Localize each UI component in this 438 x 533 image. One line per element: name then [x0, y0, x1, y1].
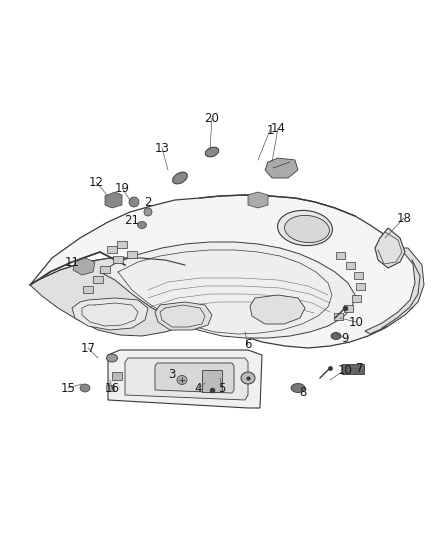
Text: 3: 3: [168, 368, 176, 382]
Text: 9: 9: [341, 332, 349, 344]
Ellipse shape: [291, 384, 305, 392]
Polygon shape: [30, 195, 422, 348]
Text: 7: 7: [356, 361, 364, 375]
Text: 21: 21: [124, 214, 139, 227]
Bar: [334, 313, 343, 320]
Text: 20: 20: [205, 111, 219, 125]
Text: 1: 1: [266, 124, 274, 136]
Polygon shape: [250, 295, 305, 324]
Polygon shape: [248, 192, 268, 208]
Ellipse shape: [285, 215, 329, 243]
Polygon shape: [100, 242, 355, 338]
Bar: [117, 241, 127, 248]
Polygon shape: [375, 228, 405, 268]
Polygon shape: [125, 358, 248, 400]
Text: 6: 6: [244, 338, 252, 351]
Bar: [356, 283, 365, 290]
Ellipse shape: [278, 211, 332, 246]
Ellipse shape: [331, 333, 341, 340]
Polygon shape: [72, 298, 148, 330]
Bar: [83, 286, 93, 293]
Text: 10: 10: [338, 364, 353, 376]
Bar: [107, 246, 117, 253]
Text: 12: 12: [88, 175, 103, 189]
Ellipse shape: [106, 354, 117, 362]
Polygon shape: [30, 258, 228, 336]
Text: 14: 14: [271, 122, 286, 134]
Polygon shape: [105, 192, 122, 208]
Polygon shape: [202, 370, 222, 392]
Bar: [106, 385, 114, 391]
Bar: [100, 266, 110, 273]
Text: 16: 16: [105, 382, 120, 394]
Bar: [354, 272, 363, 279]
Bar: [336, 252, 345, 259]
Text: 4: 4: [194, 382, 202, 394]
Polygon shape: [155, 302, 212, 330]
Text: 13: 13: [155, 141, 170, 155]
Ellipse shape: [205, 147, 219, 157]
Text: 11: 11: [64, 255, 80, 269]
Text: 18: 18: [396, 212, 411, 224]
Ellipse shape: [138, 222, 146, 229]
Polygon shape: [108, 350, 262, 408]
Bar: [113, 256, 123, 263]
Bar: [127, 251, 137, 258]
Bar: [93, 276, 103, 283]
Ellipse shape: [177, 376, 187, 384]
Polygon shape: [155, 363, 234, 393]
Ellipse shape: [129, 197, 139, 207]
Text: 17: 17: [81, 342, 95, 354]
Polygon shape: [265, 158, 298, 178]
Polygon shape: [365, 248, 424, 334]
Ellipse shape: [144, 208, 152, 216]
Text: 15: 15: [60, 382, 75, 394]
Text: 10: 10: [349, 316, 364, 328]
Ellipse shape: [241, 372, 255, 384]
Bar: [344, 305, 353, 312]
Bar: [352, 295, 361, 302]
Ellipse shape: [80, 384, 90, 392]
Bar: [112, 372, 122, 380]
Bar: [346, 262, 355, 269]
Text: 19: 19: [114, 182, 130, 195]
Text: 2: 2: [144, 196, 152, 208]
Text: 8: 8: [299, 385, 307, 399]
Bar: [342, 364, 364, 374]
Ellipse shape: [173, 172, 187, 184]
Polygon shape: [73, 258, 95, 275]
Text: 5: 5: [218, 382, 226, 394]
